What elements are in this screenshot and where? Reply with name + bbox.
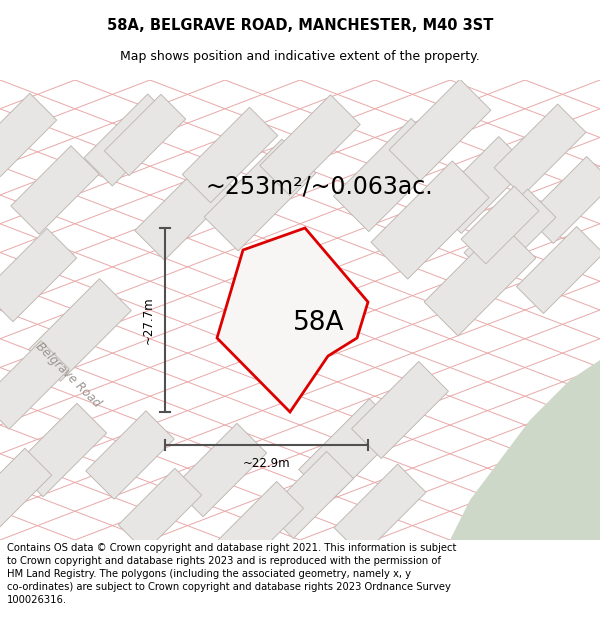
Polygon shape (334, 118, 446, 232)
Polygon shape (0, 341, 69, 429)
Polygon shape (217, 228, 368, 412)
Text: 58A: 58A (293, 310, 345, 336)
Polygon shape (84, 94, 176, 186)
Polygon shape (13, 403, 107, 497)
Polygon shape (217, 481, 304, 569)
Polygon shape (182, 107, 278, 202)
Polygon shape (450, 360, 600, 540)
Text: ~22.9m: ~22.9m (242, 457, 290, 470)
Text: ~27.7m: ~27.7m (142, 296, 155, 344)
Polygon shape (0, 228, 77, 322)
Polygon shape (204, 139, 316, 251)
Polygon shape (11, 146, 99, 234)
Text: Belgrave Road: Belgrave Road (33, 340, 103, 410)
Text: 58A, BELGRAVE ROAD, MANCHESTER, M40 3ST: 58A, BELGRAVE ROAD, MANCHESTER, M40 3ST (107, 18, 493, 32)
Polygon shape (517, 226, 600, 314)
Polygon shape (0, 93, 57, 177)
Polygon shape (371, 161, 489, 279)
Polygon shape (135, 160, 235, 260)
Polygon shape (352, 362, 448, 458)
Polygon shape (118, 468, 202, 552)
Polygon shape (461, 186, 539, 264)
Polygon shape (266, 451, 353, 539)
Text: Contains OS data © Crown copyright and database right 2021. This information is : Contains OS data © Crown copyright and d… (7, 542, 457, 606)
Polygon shape (431, 137, 529, 233)
Polygon shape (104, 94, 185, 176)
Polygon shape (29, 279, 131, 381)
Polygon shape (86, 411, 174, 499)
Polygon shape (424, 224, 536, 336)
Polygon shape (0, 448, 52, 532)
Polygon shape (494, 104, 586, 196)
Text: Map shows position and indicative extent of the property.: Map shows position and indicative extent… (120, 49, 480, 62)
Polygon shape (389, 79, 491, 181)
Text: ~253m²/~0.063ac.: ~253m²/~0.063ac. (205, 175, 433, 199)
Polygon shape (464, 189, 556, 281)
Polygon shape (334, 464, 426, 556)
Polygon shape (173, 423, 266, 517)
Polygon shape (299, 399, 401, 501)
Polygon shape (260, 95, 360, 195)
Polygon shape (527, 156, 600, 244)
